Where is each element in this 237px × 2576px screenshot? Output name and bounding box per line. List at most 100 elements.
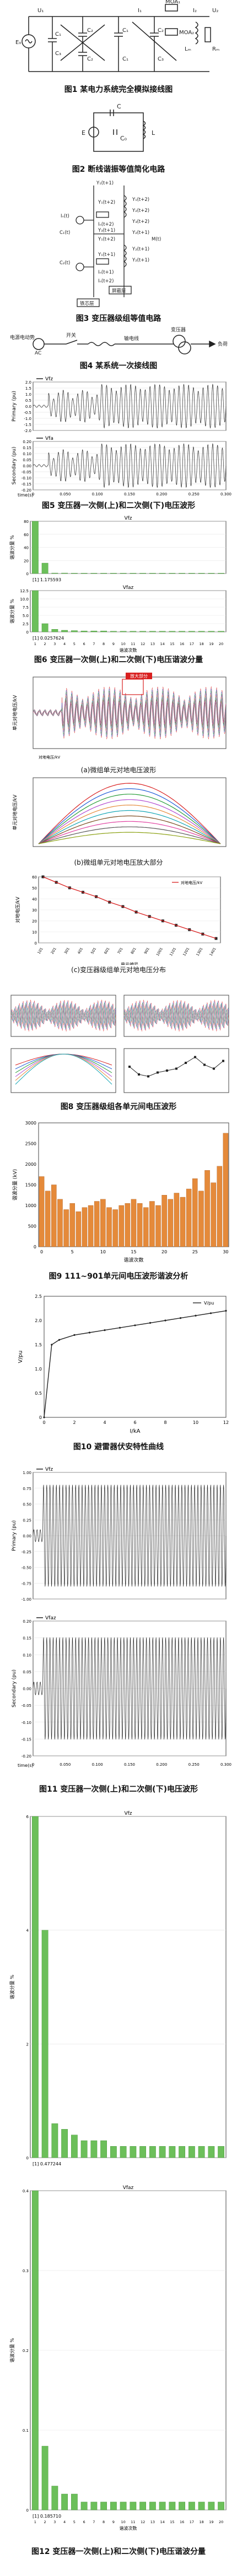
y-tick-label: 20 <box>24 559 29 563</box>
caption-fig12: 图12 变压器一次侧(上)和二次侧(下)电压谐波分量 <box>31 2547 206 2556</box>
waveform-line <box>33 1637 227 1740</box>
harmonic-bar <box>80 2502 88 2510</box>
y-tick-label: 0.10 <box>23 1653 31 1657</box>
x-tick-label: 3 <box>53 642 56 646</box>
figure-6: Vfz 80 60 40 20 0 谐波分量 % [1] 1.175593 Vfaz 12.5 10… <box>0 515 237 666</box>
label-c2c: C₂ <box>87 56 93 62</box>
harmonic-bar <box>174 1193 180 1247</box>
harmonic-bar <box>188 2502 195 2510</box>
y-axis-label: 谐波分量 % <box>9 599 15 624</box>
x-tick-label: 6 <box>83 642 85 646</box>
harmonic-bar <box>198 1191 204 1247</box>
y-tick-label: 0.5 <box>35 1391 42 1396</box>
y-tick-label: -0.20 <box>21 1754 31 1759</box>
harmonic-bar <box>100 630 107 632</box>
unit-waveform <box>123 1001 229 1030</box>
harmonic-bar <box>45 1191 51 1247</box>
fig7b-chart: 单元对地电压/kV <box>12 777 227 847</box>
x-tick-label: 20 <box>219 2520 223 2524</box>
fig10-line-chart: 2.5 2.0 1.5 1.0 0.5 0 V/pu 0 2 4 6 8 10 12 I/kA V/pu <box>18 1294 229 1434</box>
harmonic-bar <box>61 2129 68 2158</box>
y-tick-label: 50 <box>32 886 37 891</box>
harmonic-bar <box>80 630 88 632</box>
y-tick-label: 1.5 <box>35 1342 42 1347</box>
harmonic-bar <box>208 2146 215 2158</box>
harmonic-bar <box>61 630 68 632</box>
harmonic-bar <box>39 1176 45 1247</box>
label-u2: U₂ <box>212 8 218 14</box>
unit-curve <box>38 783 221 844</box>
harmonic-bar <box>120 2502 127 2510</box>
x-tick-label: 11 <box>131 642 135 646</box>
l3-15: Y₁(t+1) <box>98 252 115 258</box>
fundamental-note: [1] 1.175593 <box>33 577 61 582</box>
x-tick-label: 6 <box>83 2520 85 2524</box>
harmonic-bar <box>120 2146 127 2158</box>
y-tick-label: -0.5 <box>24 411 31 415</box>
y-tick-label: -1.5 <box>24 423 31 427</box>
l3-3: Y₂(t+2) <box>132 208 149 214</box>
unit-curve <box>15 1054 112 1085</box>
zoom-badge: 放大部分 <box>130 673 148 679</box>
harmonic-bar <box>110 572 117 574</box>
x-tick-label: 801 <box>130 947 137 955</box>
x-tick-label: 301 <box>63 947 71 955</box>
y-tick-label: -1.0 <box>24 417 31 421</box>
x-tick-label: 30 <box>223 1249 228 1254</box>
harmonic-bar <box>180 1197 186 1247</box>
harmonic-bar <box>159 2502 166 2510</box>
fundamental-note: [1] 0.477244 <box>33 2162 61 2166</box>
figure-7: 单元对地电压/kV 放大部分 对地电压/kV (a)微组单元对地电压波形 单元对地电… <box>0 672 237 977</box>
l4-4: 变压器 <box>171 326 186 333</box>
harmonic-bar <box>69 1203 75 1247</box>
x-tick-label: 8 <box>164 1420 166 1425</box>
l3-1: Y₁(t+2) <box>98 200 115 205</box>
y-tick-label: -0.25 <box>21 1550 31 1554</box>
harmonic-bar <box>120 631 127 632</box>
y-tick-label: 0.15 <box>23 1636 31 1641</box>
harmonic-bar <box>41 2446 49 2510</box>
harmonic-bar <box>139 2146 147 2158</box>
y-tick-label: 20 <box>32 919 37 924</box>
x-tick-label: 501 <box>90 947 97 955</box>
harmonic-bar <box>169 631 176 632</box>
harmonic-bar <box>198 2146 205 2158</box>
harmonic-bar <box>179 2146 186 2158</box>
harmonic-bar <box>169 2502 176 2510</box>
harmonic-bar <box>130 572 137 574</box>
harmonic-bar <box>51 572 58 574</box>
harmonic-bar <box>90 2140 98 2158</box>
label-c2a: C₂ <box>87 28 93 34</box>
label-c1a: C₁ <box>55 31 61 37</box>
harmonic-bar <box>110 631 117 632</box>
y-tick-label: 0.4 <box>23 2189 29 2193</box>
legend-label: 对地电压/kV <box>181 880 202 885</box>
y-axis-label: 谐波分量 % <box>9 1975 15 2000</box>
x-tick-label: 16 <box>180 642 184 646</box>
waveform-chart-fig5: Vfz 2.01.51.0 0.5 0.0 -0.5 -1.0 -1.5 -2.0 Primar… <box>12 376 231 498</box>
l3-14: C₂(t) <box>60 260 70 266</box>
harmonic-bar <box>223 1133 229 1247</box>
harmonic-bar <box>130 631 137 632</box>
y-tick-label: -0.75 <box>21 1581 31 1586</box>
unit-curve <box>38 788 221 844</box>
x-tick-label: 701 <box>117 947 124 955</box>
harmonic-bar <box>90 630 98 632</box>
x-tick-label: 1001 <box>155 947 164 957</box>
legend-label: V/pu <box>204 1301 214 1306</box>
y-tick-label: 60 <box>24 533 29 537</box>
series-line <box>42 876 217 939</box>
harmonic-bar <box>208 631 215 632</box>
harmonic-bar <box>192 1178 198 1247</box>
y-axis-label: Primary (pu) <box>12 1520 17 1551</box>
x-tick-label: 11 <box>131 2520 135 2524</box>
l3-7: Y₃(t+1) <box>98 228 115 233</box>
caption-fig8: 图8 变压器级组各单元间电压波形 <box>60 1103 177 1111</box>
y-tick-label: 0 <box>26 2156 29 2160</box>
unit-curve <box>38 799 221 844</box>
harmonic-bar <box>218 2146 225 2158</box>
plot-frame <box>33 777 227 847</box>
harmonic-bar <box>149 1201 155 1247</box>
x-tick-label: 9 <box>112 642 115 646</box>
unit-curve <box>38 826 221 844</box>
